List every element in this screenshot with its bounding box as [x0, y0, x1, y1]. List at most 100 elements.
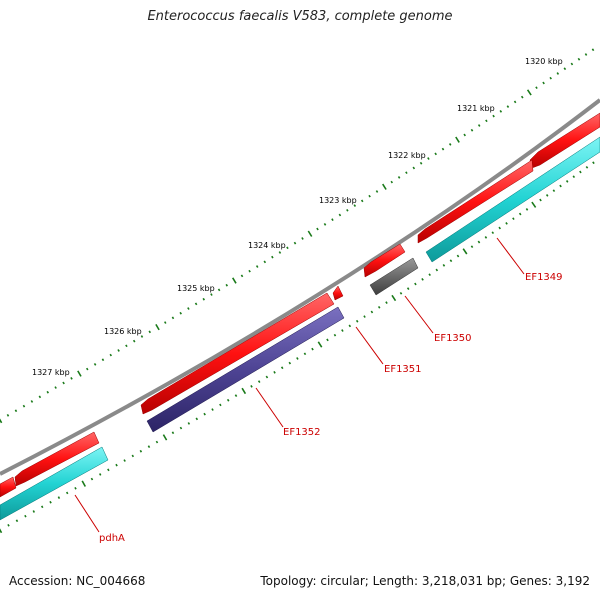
gene-label-ef1350: EF1350: [434, 333, 472, 344]
inner-ruler-tick-minor: [592, 161, 595, 165]
inner-ruler-tick-minor: [265, 375, 269, 379]
ruler-tick-minor: [278, 251, 282, 254]
inner-ruler-tick-minor: [341, 329, 344, 332]
gene-arrow-forward: [0, 476, 17, 498]
inner-ruler-tick-minor: [498, 226, 501, 230]
callout-line-ef1349: [496, 237, 525, 275]
ruler-tick-minor: [62, 381, 65, 385]
callout-line-ef1351: [355, 326, 384, 365]
inner-ruler-tick-minor: [348, 324, 352, 328]
ruler-label: 1326 kbp: [104, 327, 142, 336]
ruler-tick-minor: [86, 367, 89, 371]
ruler-label: 1327 kbp: [32, 368, 70, 377]
ruler-tick-minor: [577, 57, 581, 61]
inner-ruler-tick-minor: [250, 384, 253, 388]
inner-ruler-tick-minor: [219, 403, 222, 407]
ruler-tick-minor: [140, 335, 144, 338]
ruler-tick-minor: [375, 190, 379, 193]
ruler-tick-minor: [54, 386, 57, 389]
inner-ruler-tick-minor: [477, 240, 481, 244]
ruler-tick-major: [307, 230, 313, 237]
ruler-tick-minor: [117, 349, 120, 352]
inner-ruler-tick-minor: [257, 380, 261, 384]
gene-block-ef1349: [425, 136, 600, 263]
ruler-tick-minor: [448, 143, 452, 146]
inner-ruler-tick-minor: [288, 361, 292, 365]
inner-ruler-tick-minor: [171, 431, 175, 435]
inner-ruler-tick-minor: [155, 440, 159, 444]
gene-block-ef1350: [369, 257, 419, 296]
ruler-label: 1320 kbp: [525, 57, 563, 66]
gene-arrow-forward: [529, 112, 600, 169]
inner-ruler-tick-minor: [363, 315, 366, 318]
ruler-tick-major: [382, 183, 387, 190]
ruler-tick-minor: [248, 269, 251, 273]
inner-ruler-tick-minor: [179, 426, 183, 430]
inner-ruler-tick-minor: [139, 449, 143, 453]
ruler-tick-minor: [520, 95, 524, 99]
ruler-tick-minor: [506, 105, 510, 108]
inner-ruler-tick-minor: [107, 468, 110, 472]
ruler-tick-minor: [513, 100, 517, 104]
ruler-tick-minor: [93, 362, 97, 366]
ruler-tick-minor: [263, 260, 267, 264]
ruler-tick-minor: [148, 330, 151, 334]
inner-ruler-tick-minor: [123, 459, 126, 462]
ruler-tick-minor: [556, 72, 560, 75]
inner-ruler-tick-minor: [449, 259, 453, 263]
ruler-label: 1324 kbp: [248, 241, 286, 250]
inner-ruler-tick-minor: [7, 524, 10, 527]
inner-ruler-tick-minor: [187, 422, 191, 425]
ruler-tick-minor: [542, 81, 545, 85]
ruler-tick-minor: [535, 86, 538, 90]
ruler-tick-minor: [187, 307, 190, 310]
ruler-tick-minor: [331, 218, 334, 222]
genome-backbone: [0, 98, 600, 476]
inner-ruler-ticks: [0, 161, 595, 534]
ruler-tick-minor: [591, 48, 595, 52]
ruler-ticks: [0, 48, 595, 424]
ruler-tick-minor: [101, 358, 105, 362]
inner-ruler-tick-minor: [565, 180, 569, 183]
ruler-tick-minor: [323, 222, 327, 226]
ruler-tick-minor: [485, 119, 488, 123]
callout-line-ef1350: [404, 295, 434, 334]
ruler-tick-minor: [499, 109, 503, 113]
ruler-tick-minor: [397, 176, 401, 179]
inner-ruler-tick-minor: [385, 301, 388, 305]
ruler-tick-minor: [225, 283, 228, 287]
ruler-tick-minor: [463, 133, 466, 137]
inner-ruler-tick-minor: [311, 347, 314, 351]
ruler-tick-minor: [390, 180, 393, 184]
inner-ruler-tick-minor: [545, 194, 549, 197]
inner-ruler-tick-major: [317, 341, 323, 348]
ruler-tick-major: [232, 277, 237, 284]
ruler-tick-minor: [271, 255, 274, 259]
callout-line-ef1352: [255, 387, 284, 428]
inner-ruler-tick-major: [162, 434, 168, 441]
ruler-tick-minor: [240, 274, 244, 278]
ruler-tick-minor: [202, 297, 205, 301]
ruler-tick-minor: [301, 237, 304, 240]
ruler-tick-minor: [353, 204, 357, 207]
ruler-tick-minor: [30, 400, 34, 403]
topology-text: Topology: circular; Length: 3,218,031 bp…: [260, 574, 590, 588]
inner-ruler-tick-minor: [470, 245, 474, 249]
cds-feature-track: [0, 136, 600, 521]
inner-ruler-tick-minor: [435, 268, 439, 272]
map-title: Enterococcus faecalis V583, complete gen…: [147, 9, 453, 24]
ruler-label: 1321 kbp: [457, 104, 495, 113]
ruler-tick-minor: [563, 67, 567, 71]
inner-ruler-tick-minor: [505, 222, 508, 225]
ruler-tick-minor: [584, 53, 588, 56]
inner-ruler-tick-minor: [303, 352, 307, 356]
ruler-tick-minor: [132, 339, 136, 343]
gene-label-ef1351: EF1351: [384, 364, 422, 375]
inner-ruler-tick-major: [462, 248, 468, 255]
gene-label-ef1352: EF1352: [283, 427, 321, 438]
inner-ruler-tick-minor: [32, 510, 36, 513]
ruler-tick-minor: [210, 293, 213, 296]
ruler-tick-minor: [434, 152, 437, 156]
inner-ruler-tick-minor: [15, 519, 19, 523]
ruler-tick-minor: [194, 302, 198, 306]
